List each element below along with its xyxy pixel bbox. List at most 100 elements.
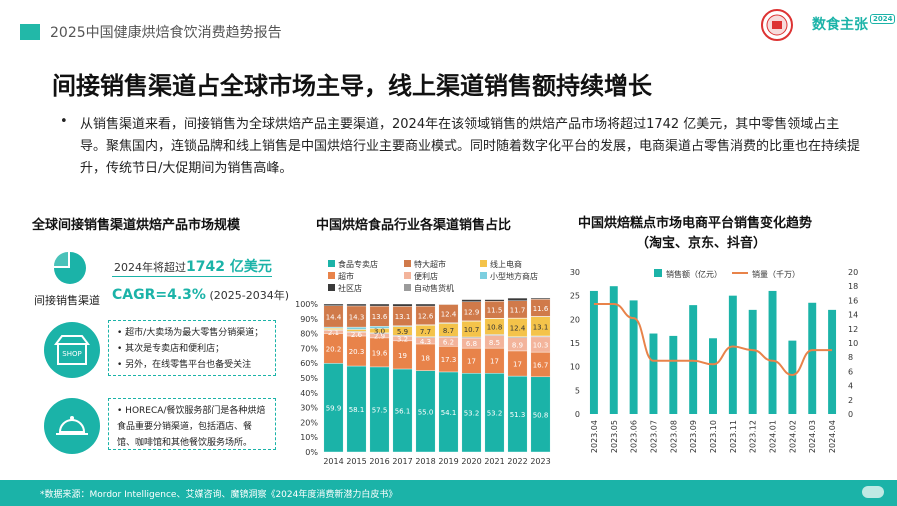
data-label: 11.7 [510, 306, 526, 314]
data-label: 10.8 [487, 323, 503, 331]
y-right-tick-label: 10 [848, 339, 858, 348]
retail-line-3: • 另外，在线零售平台也备受关注 [117, 360, 252, 370]
data-label: 20.2 [326, 345, 342, 353]
x-tick-label: 2023.05 [610, 420, 619, 453]
indirect-channel-label: 间接销售渠道 [34, 294, 100, 307]
volume-line [593, 302, 833, 376]
y-right-tick-label: 6 [848, 367, 853, 376]
footer-logo-icon [862, 486, 884, 498]
data-label: 58.1 [349, 406, 365, 414]
data-label: 2.9 [374, 333, 385, 341]
data-label: 57.5 [372, 406, 388, 414]
retail-line-2-text: 其次是专卖店和便利店； [125, 344, 225, 354]
y-right-tick-label: 0 [848, 410, 853, 419]
data-label: 18 [421, 354, 430, 362]
data-label: 6.2 [443, 339, 454, 347]
retail-line-1-text: 超市/大卖场为最大零售分销渠道； [125, 328, 264, 338]
x-tick-label: 2024.01 [769, 420, 778, 453]
data-label: 17 [467, 358, 476, 366]
horeca-channel-box: • HORECA/餐饮服务部门是各种烘焙食品重要分销渠道，包括酒店、餐馆、咖啡馆… [108, 398, 276, 450]
data-label: 3.0 [374, 328, 385, 336]
legend-label: 便利店 [414, 271, 438, 281]
channel-share-chart-title: 中国烘焙食品行业各渠道销售占比 [316, 218, 512, 233]
legend-swatch [404, 272, 411, 279]
cagr-stat: CAGR=4.3% (2025-2034年) [112, 287, 289, 303]
y-tick-label: 40% [300, 389, 318, 398]
bar-segment [346, 329, 367, 332]
x-tick-label: 2023 [530, 457, 550, 466]
x-tick-label: 2023.11 [729, 420, 738, 453]
cagr-period: (2025-2034年) [209, 289, 289, 302]
y-right-tick-label: 14 [848, 311, 858, 320]
y-left-tick-label: 10 [570, 363, 580, 372]
bar-segment [415, 303, 436, 307]
association-seal-icon [761, 9, 793, 41]
data-label: 53.2 [487, 410, 503, 418]
data-label: 53.2 [464, 410, 480, 418]
x-tick-label: 2024.04 [828, 420, 837, 453]
sales-bar [649, 333, 658, 414]
y-left-tick-label: 0 [575, 410, 580, 419]
data-label: 8.7 [443, 327, 454, 335]
x-tick-label: 2023.06 [630, 420, 639, 453]
bar-segment [369, 303, 390, 307]
shop-sign-text: SHOP [62, 350, 81, 358]
bar-segment [346, 303, 367, 307]
bar-segment [369, 325, 390, 329]
y-tick-label: 20% [300, 418, 318, 427]
x-tick-label: 2022 [507, 457, 527, 466]
data-label: 19.6 [372, 349, 388, 357]
bar-segment [346, 326, 367, 330]
report-title: 2025中国健康烘焙食饮消费趋势报告 [50, 25, 282, 41]
data-label: 13.6 [372, 313, 388, 321]
x-tick-label: 2020 [461, 457, 481, 466]
catering-icon [44, 398, 100, 454]
data-label: 12.9 [464, 308, 480, 316]
sales-bar [768, 290, 777, 414]
footer-bar [0, 480, 897, 506]
data-label: 12.4 [510, 325, 526, 333]
data-label: 14.4 [326, 313, 342, 321]
data-label: 11.5 [487, 307, 503, 315]
legend-swatch [328, 272, 335, 279]
shop-icon-graphic: SHOP [54, 335, 90, 365]
sales-bar [629, 300, 638, 414]
data-label: 13.1 [533, 323, 549, 331]
ecommerce-chart-title: 中国烘焙糕点市场电商平台销售变化趋势 [578, 216, 813, 231]
sales-bar [828, 309, 837, 414]
sales-bar [788, 340, 797, 414]
y-tick-label: 0% [305, 448, 318, 457]
bar-segment [323, 303, 344, 306]
y-tick-label: 30% [300, 404, 318, 413]
y-tick-label: 80% [300, 330, 318, 339]
y-tick-label: 10% [300, 433, 318, 442]
legend-label: 特大超市 [414, 259, 446, 269]
x-tick-label: 2023.08 [669, 420, 678, 453]
data-label: 12.6 [418, 312, 434, 320]
sales-bar [589, 290, 598, 414]
data-label: 20.3 [349, 348, 365, 356]
legend-label: 食品专卖店 [338, 259, 378, 269]
bar-segment [530, 297, 551, 300]
y-tick-label: 70% [300, 344, 318, 353]
market-size-prefix: 2024年将超过 [114, 261, 186, 274]
data-label: 8.9 [512, 341, 523, 349]
legend-swatch [480, 260, 487, 267]
x-tick-label: 2024.03 [808, 420, 817, 453]
data-label: 10.7 [464, 326, 480, 334]
catering-icon-graphic [56, 416, 88, 435]
bar-segment [461, 299, 482, 302]
horeca-line: • HORECA/餐饮服务部门是各种烘焙食品重要分销渠道，包括酒店、餐馆、咖啡馆… [117, 406, 266, 448]
y-left-tick-label: 20 [570, 315, 580, 324]
data-label: 19 [398, 352, 407, 360]
legend-swatch [654, 269, 662, 277]
data-label: 6.8 [466, 340, 477, 348]
legend-label: 小型地方商店 [490, 271, 538, 281]
data-source-note: *数据来源：Mordor Intelligence、艾媒咨询、魔镜洞察《2024… [40, 490, 398, 500]
data-label: 11.6 [533, 305, 549, 313]
y-right-tick-label: 8 [848, 353, 853, 362]
data-label: 5.9 [397, 328, 408, 336]
market-size-value: 1742 亿美元 [186, 259, 272, 275]
legend-swatch [404, 284, 411, 291]
data-label: 8.5 [489, 339, 500, 347]
